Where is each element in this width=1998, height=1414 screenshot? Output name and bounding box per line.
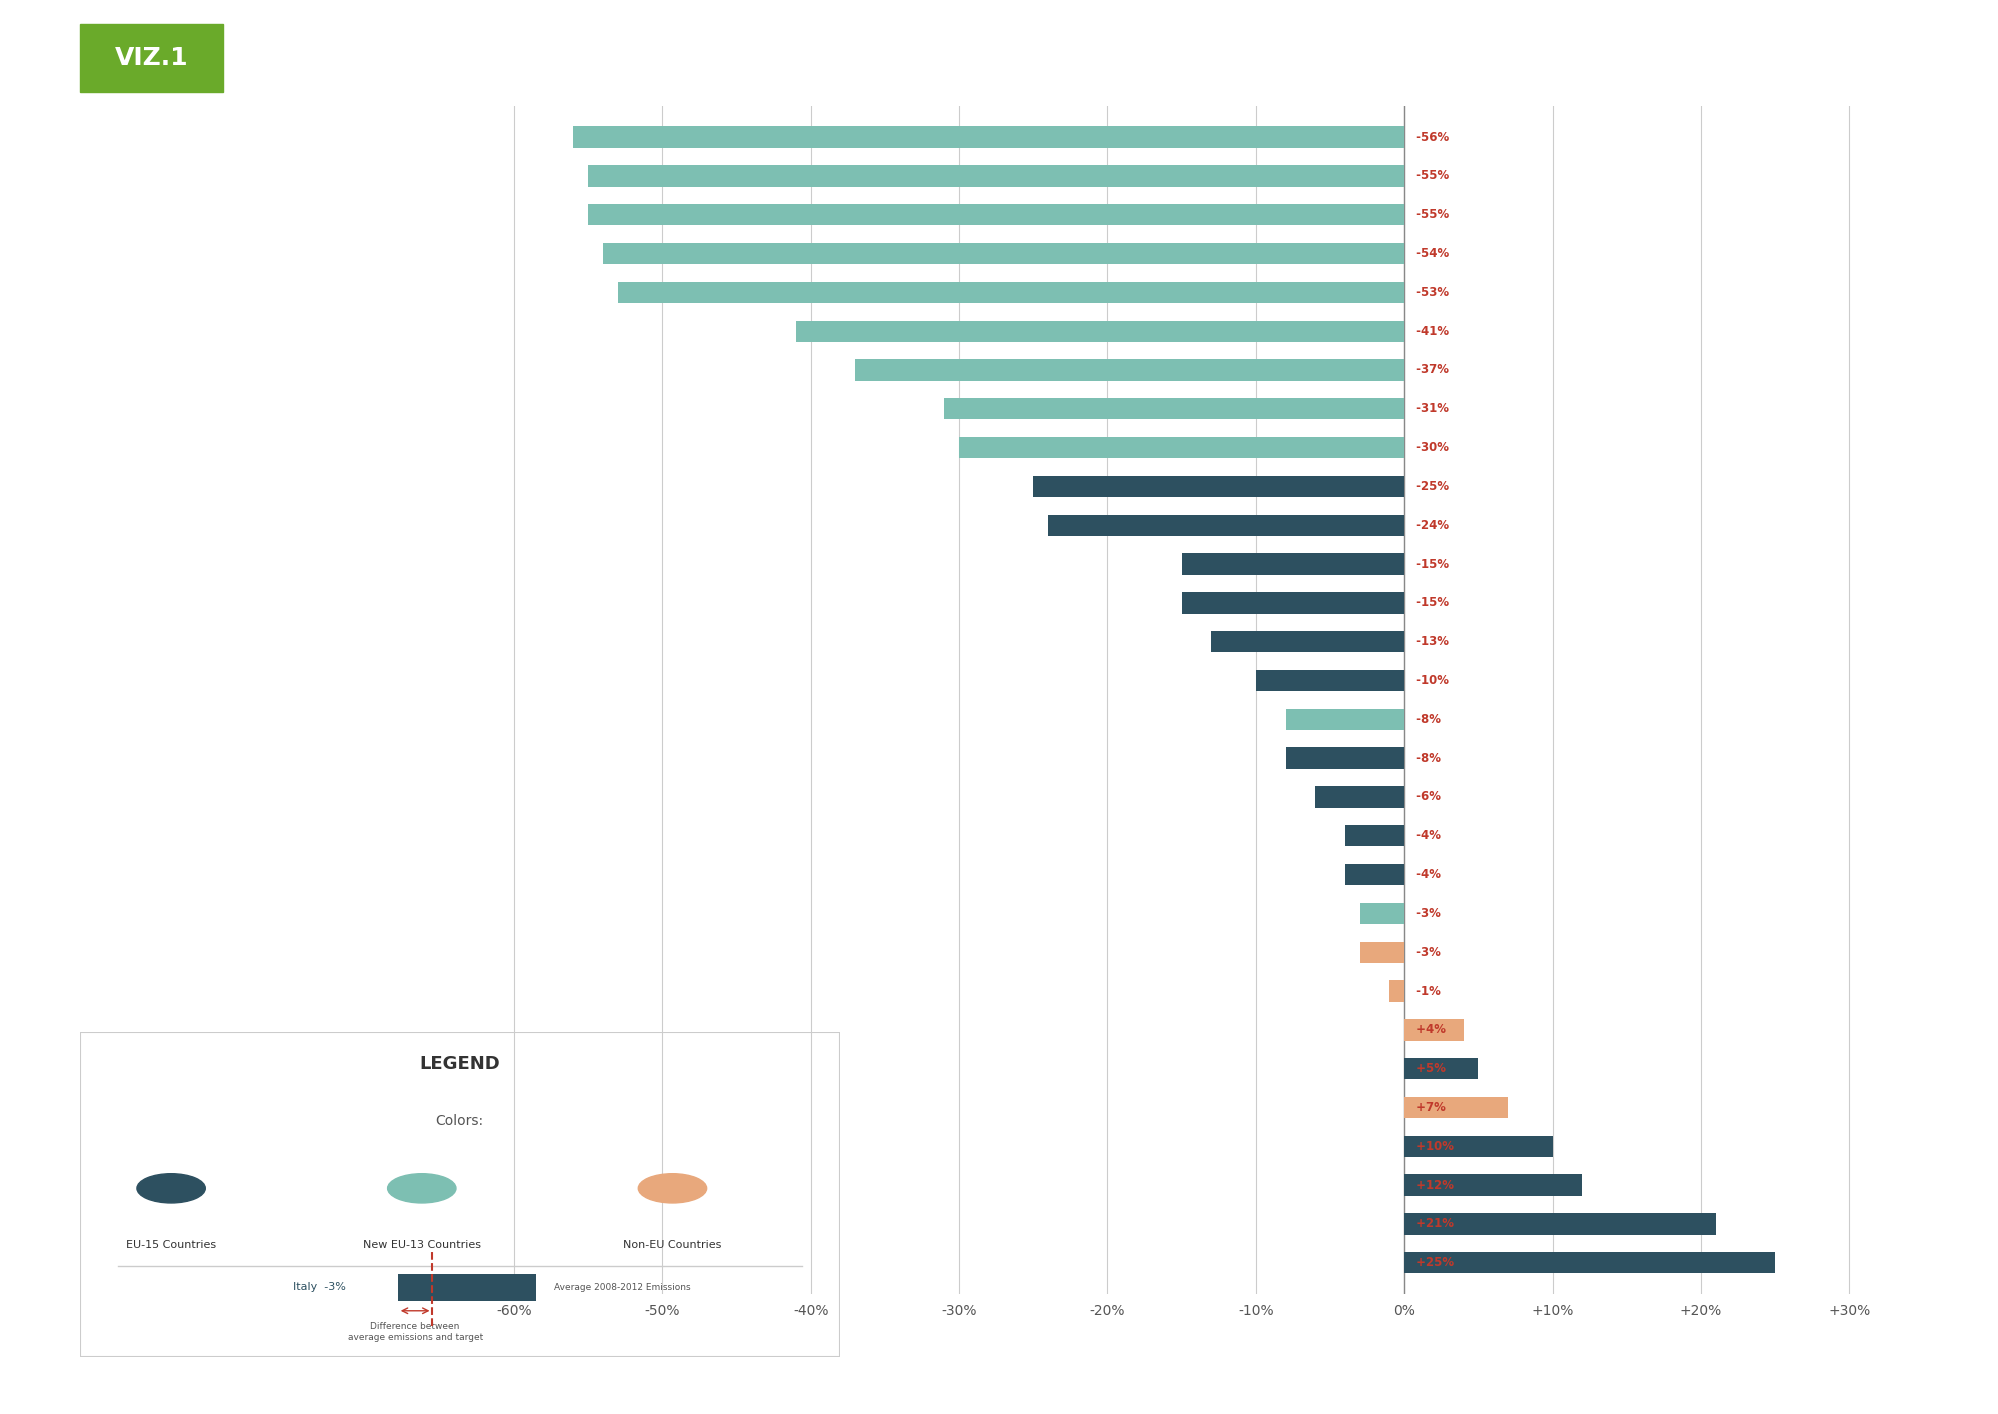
Text: -31%: -31%	[1411, 403, 1449, 416]
Bar	[1255, 670, 1403, 691]
Bar	[1359, 902, 1403, 925]
Bar	[855, 359, 1403, 380]
Bar	[1403, 1097, 1506, 1118]
Text: -3%: -3%	[1411, 946, 1441, 959]
Text: -37%: -37%	[1411, 363, 1449, 376]
Text: -15%: -15%	[1411, 557, 1449, 571]
Text: -8%: -8%	[1411, 752, 1441, 765]
Bar	[1033, 475, 1403, 498]
Text: -24%: -24%	[1411, 519, 1449, 532]
Bar	[587, 165, 1403, 187]
Bar	[1403, 1019, 1463, 1041]
Bar	[587, 204, 1403, 225]
Text: -8%: -8%	[1411, 713, 1441, 725]
Bar	[1403, 1175, 1582, 1196]
Bar	[1389, 980, 1403, 1001]
Text: -1%: -1%	[1411, 984, 1441, 997]
Bar	[573, 126, 1403, 148]
Text: -55%: -55%	[1411, 170, 1449, 182]
Bar	[1359, 942, 1403, 963]
Text: Average 2008-2012 Emissions: Average 2008-2012 Emissions	[553, 1282, 689, 1292]
Bar	[959, 437, 1403, 458]
Text: Kyoto target: Kyoto target	[426, 1282, 494, 1292]
Text: +25%: +25%	[1411, 1256, 1453, 1270]
Text: -56%: -56%	[1411, 130, 1449, 144]
Bar	[617, 281, 1403, 303]
Text: -54%: -54%	[1411, 247, 1449, 260]
Text: +4%: +4%	[1411, 1024, 1445, 1036]
Bar	[943, 399, 1403, 420]
Bar	[1285, 708, 1403, 730]
Text: Colors:: Colors:	[436, 1114, 484, 1127]
Circle shape	[388, 1174, 456, 1203]
Text: Non-EU Countries: Non-EU Countries	[623, 1240, 721, 1250]
Text: +10%: +10%	[1411, 1140, 1453, 1152]
Bar	[1345, 826, 1403, 847]
Bar	[398, 1274, 535, 1301]
Bar	[795, 321, 1403, 342]
Text: New EU-13 Countries: New EU-13 Countries	[362, 1240, 482, 1250]
Text: -10%: -10%	[1411, 674, 1449, 687]
Text: AVERAGE 2008-2012 CO2 EMISSIONS: AVERAGE 2008-2012 CO2 EMISSIONS	[324, 47, 843, 69]
Circle shape	[637, 1174, 707, 1203]
Bar	[1047, 515, 1403, 536]
Bar	[1181, 592, 1403, 614]
Bar	[1285, 748, 1403, 769]
Text: -53%: -53%	[1411, 286, 1449, 298]
Text: Difference between
average emissions and target: Difference between average emissions and…	[348, 1322, 482, 1342]
Text: -13%: -13%	[1411, 635, 1449, 648]
Text: +12%: +12%	[1411, 1179, 1453, 1192]
Text: +7%: +7%	[1411, 1102, 1445, 1114]
Bar	[603, 243, 1403, 264]
Text: -41%: -41%	[1411, 325, 1449, 338]
Text: -15%: -15%	[1411, 597, 1449, 609]
Circle shape	[136, 1174, 206, 1203]
Bar	[1345, 864, 1403, 885]
Bar	[1211, 631, 1403, 652]
Text: -6%: -6%	[1411, 790, 1441, 803]
Text: -55%: -55%	[1411, 208, 1449, 221]
Bar	[1403, 1213, 1714, 1234]
Bar	[1403, 1135, 1552, 1157]
Bar	[1181, 553, 1403, 574]
Text: EU-15 Countries: EU-15 Countries	[126, 1240, 216, 1250]
Text: VIZ.1: VIZ.1	[114, 47, 188, 69]
Text: -30%: -30%	[1411, 441, 1449, 454]
Text: LEGEND: LEGEND	[420, 1055, 500, 1073]
Text: Italy  -3%: Italy -3%	[294, 1282, 346, 1292]
Text: -25%: -25%	[1411, 479, 1449, 493]
Bar	[80, 24, 222, 92]
Text: -3%: -3%	[1411, 906, 1441, 921]
Text: -4%: -4%	[1411, 829, 1441, 843]
Text: +5%: +5%	[1411, 1062, 1445, 1075]
Text: -4%: -4%	[1411, 868, 1441, 881]
Bar	[1403, 1251, 1774, 1274]
Bar	[1403, 1058, 1479, 1079]
Bar	[1315, 786, 1403, 807]
Text: +21%: +21%	[1411, 1217, 1453, 1230]
